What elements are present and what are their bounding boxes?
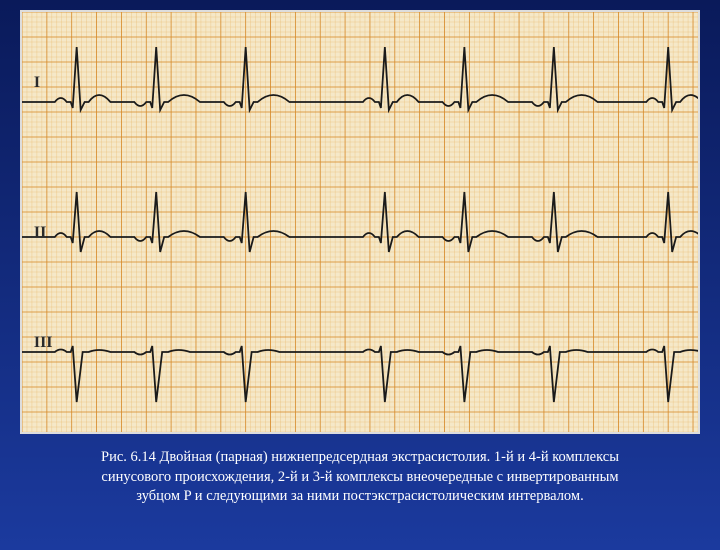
svg-text:III: III — [34, 334, 53, 351]
caption-line1: Рис. 6.14 Двойная (парная) нижнепредсерд… — [101, 449, 619, 465]
svg-text:I: I — [34, 74, 40, 91]
caption-line3: зубцом P и следующими за ними постэкстра… — [136, 488, 583, 504]
svg-text:II: II — [34, 224, 46, 241]
caption-line2: синусового происхождения, 2-й и 3-й комп… — [101, 469, 618, 485]
figure-caption: Рис. 6.14 Двойная (парная) нижнепредсерд… — [0, 444, 720, 507]
ecg-chart: IIIIII — [20, 10, 700, 434]
ecg-svg: IIIIII — [22, 12, 698, 432]
